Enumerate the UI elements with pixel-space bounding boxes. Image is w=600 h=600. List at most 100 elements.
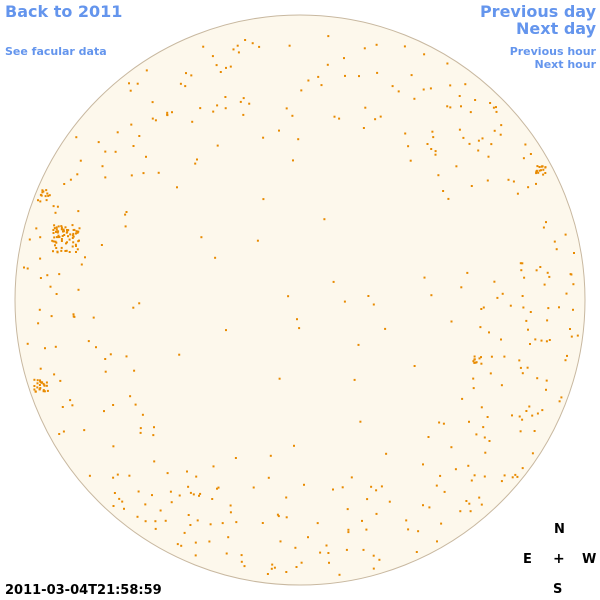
facula-marker <box>291 114 294 117</box>
facula-marker <box>216 487 218 490</box>
facula-marker <box>388 500 391 503</box>
facula-marker <box>56 251 59 254</box>
facula-marker <box>242 113 245 116</box>
facula-marker <box>564 359 567 362</box>
see-facular-data-link[interactable]: See facular data <box>5 45 107 58</box>
facula-marker <box>430 294 433 297</box>
facula-marker <box>536 377 539 380</box>
facula-marker <box>64 250 67 252</box>
facula-marker <box>490 355 493 358</box>
facula-marker <box>103 410 105 413</box>
facula-marker <box>48 194 51 197</box>
facula-marker <box>446 62 449 65</box>
facula-marker <box>53 373 56 376</box>
facula-marker <box>285 516 288 519</box>
facula-marker <box>277 515 280 518</box>
facula-marker <box>44 347 46 350</box>
facula-marker <box>307 79 310 82</box>
facula-marker <box>157 171 160 174</box>
facula-marker <box>478 496 481 499</box>
facula-marker <box>435 484 438 487</box>
next-hour-link[interactable]: Next hour <box>534 58 597 71</box>
facula-marker <box>366 498 369 501</box>
facula-marker <box>104 370 107 373</box>
facula-marker <box>216 104 219 107</box>
facula-marker <box>536 165 539 168</box>
facula-marker <box>180 544 183 547</box>
facula-marker <box>78 239 80 242</box>
facula-marker <box>44 195 47 198</box>
facula-marker <box>570 273 573 276</box>
facula-marker <box>109 353 112 356</box>
facula-marker <box>36 386 39 389</box>
compass-north-label: N <box>554 522 565 537</box>
facula-marker <box>51 239 54 242</box>
facula-marker <box>300 561 303 564</box>
facula-marker <box>361 519 363 522</box>
facula-marker <box>442 422 445 425</box>
facula-marker <box>470 479 473 482</box>
facula-marker <box>466 271 469 274</box>
facula-marker <box>545 340 548 343</box>
facula-marker <box>46 274 49 277</box>
next-day-link[interactable]: Next day <box>516 19 596 38</box>
facula-marker <box>367 295 370 297</box>
facula-marker <box>84 256 86 259</box>
previous-day-link[interactable]: Previous day <box>479 2 596 21</box>
facula-marker <box>45 189 48 192</box>
facula-marker <box>217 486 220 489</box>
facula-marker <box>55 230 58 233</box>
facula-marker <box>39 367 42 370</box>
facula-marker <box>101 165 104 168</box>
facula-marker <box>224 96 227 98</box>
facula-marker <box>478 357 481 360</box>
facula-marker <box>279 540 282 543</box>
facula-marker <box>62 430 65 433</box>
facula-marker <box>58 236 61 238</box>
facula-marker <box>269 454 272 457</box>
facula-marker <box>78 227 81 230</box>
facula-marker <box>501 292 504 295</box>
facula-marker <box>72 229 75 231</box>
back-to-year-link[interactable]: Back to 2011 <box>5 2 123 21</box>
facula-marker <box>133 369 136 372</box>
facula-marker <box>521 467 524 470</box>
facula-marker <box>154 119 157 122</box>
facula-marker <box>67 229 70 232</box>
facula-marker <box>345 548 348 551</box>
facula-marker <box>555 248 558 251</box>
facula-marker <box>52 232 55 234</box>
facula-marker <box>317 75 320 78</box>
facula-marker <box>488 440 491 442</box>
facula-marker <box>486 179 489 182</box>
facula-marker <box>481 137 484 140</box>
facula-marker <box>75 245 77 247</box>
facula-marker <box>531 414 534 417</box>
facula-marker <box>278 129 280 132</box>
facula-marker <box>500 338 502 341</box>
facula-marker <box>542 226 545 229</box>
facula-marker <box>576 334 579 337</box>
facula-marker <box>52 250 54 253</box>
facula-marker <box>404 132 407 135</box>
facula-marker <box>486 416 489 418</box>
facula-marker <box>422 88 425 91</box>
facula-marker <box>428 506 431 509</box>
facula-marker <box>344 74 346 77</box>
facula-marker <box>137 490 140 493</box>
facula-marker <box>341 486 344 489</box>
facula-marker <box>328 561 330 564</box>
facula-marker <box>38 388 41 391</box>
facula-marker <box>55 228 58 231</box>
facula-marker <box>60 240 63 242</box>
facula-marker <box>61 406 64 408</box>
facula-marker <box>60 228 63 231</box>
facula-marker <box>190 74 193 77</box>
facula-marker <box>480 406 483 409</box>
facula-marker <box>39 379 41 382</box>
facula-marker <box>38 384 41 386</box>
facula-marker <box>450 446 453 449</box>
facula-marker <box>489 372 492 375</box>
facula-marker <box>436 540 438 543</box>
previous-hour-link[interactable]: Previous hour <box>509 45 596 58</box>
